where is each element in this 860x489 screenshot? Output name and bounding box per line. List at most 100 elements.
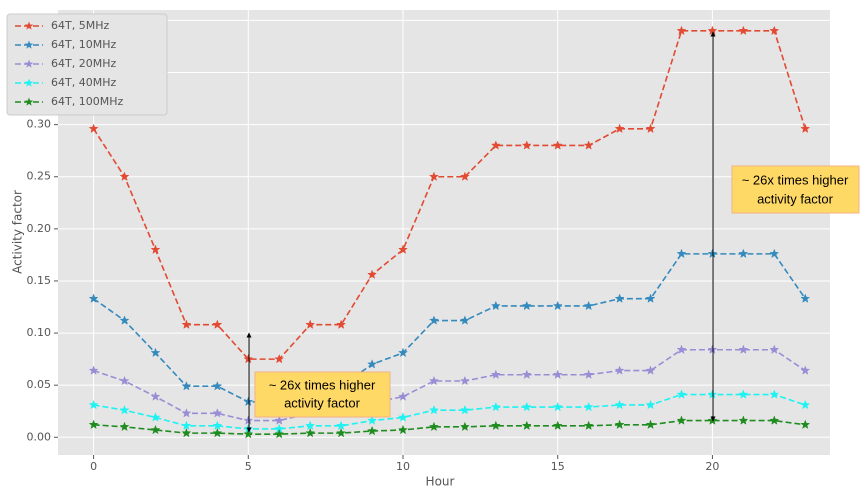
data-point	[367, 425, 378, 436]
legend-label: 64T, 40MHz	[51, 76, 116, 89]
data-point	[769, 248, 780, 259]
data-point	[800, 293, 811, 303]
data-point	[521, 300, 532, 311]
data-point	[274, 415, 285, 425]
data-point	[398, 244, 408, 254]
data-point	[583, 401, 594, 412]
y-tick-label: 0.10	[27, 326, 52, 339]
data-point	[212, 319, 223, 329]
data-point	[521, 420, 532, 431]
data-point	[769, 389, 780, 399]
data-point	[181, 319, 192, 329]
x-tick-label: 20	[705, 460, 719, 473]
data-point	[552, 401, 563, 412]
data-point	[119, 421, 130, 432]
data-point	[243, 428, 254, 439]
data-point	[88, 123, 99, 134]
data-point	[398, 424, 408, 435]
data-point	[614, 399, 625, 410]
data-point	[459, 421, 470, 432]
data-point	[490, 300, 501, 311]
legend-box	[6, 13, 168, 116]
data-point	[676, 248, 687, 259]
plot-area	[58, 10, 830, 455]
data-point	[181, 420, 192, 431]
data-point	[150, 244, 161, 254]
data-point	[800, 399, 811, 410]
series-line	[92, 30, 807, 360]
data-point	[336, 319, 347, 329]
series-line	[93, 419, 806, 435]
data-point	[521, 369, 532, 379]
data-point	[645, 419, 656, 429]
data-point	[552, 300, 563, 311]
data-point	[305, 427, 316, 438]
data-point	[583, 140, 594, 150]
data-point	[305, 420, 316, 431]
data-point	[150, 391, 161, 401]
annotation-box	[254, 371, 391, 418]
data-point	[88, 419, 99, 429]
data-point	[367, 415, 378, 425]
data-point	[676, 344, 687, 354]
data-point	[119, 375, 130, 386]
data-point	[738, 415, 749, 425]
data-point	[336, 427, 347, 438]
data-point	[428, 171, 439, 181]
legend-marker	[24, 59, 34, 68]
data-point	[274, 428, 285, 439]
data-point	[181, 381, 192, 391]
legend-marker	[24, 21, 34, 30]
data-point	[552, 140, 563, 150]
data-point	[150, 424, 161, 435]
data-point	[490, 420, 501, 431]
legend-marker	[24, 40, 34, 49]
data-point	[459, 315, 470, 325]
y-tick-label: 0.00	[27, 430, 52, 443]
data-point	[367, 359, 378, 369]
data-point	[398, 391, 408, 401]
y-tick-label: 0.05	[27, 378, 52, 391]
data-point	[552, 420, 563, 431]
data-point	[583, 420, 594, 431]
data-point	[336, 420, 347, 431]
data-point	[88, 365, 99, 375]
data-point	[212, 408, 223, 418]
data-point	[119, 171, 130, 181]
data-point	[738, 248, 749, 259]
data-point	[119, 404, 130, 415]
data-point	[88, 293, 99, 303]
data-point	[181, 427, 192, 438]
data-point	[614, 123, 625, 134]
data-point	[398, 347, 408, 358]
data-point	[459, 375, 470, 386]
data-point	[150, 412, 161, 422]
annotation: activity factor	[757, 191, 834, 206]
data-point	[150, 347, 161, 358]
data-point	[800, 419, 811, 429]
data-point	[614, 419, 625, 429]
data-point	[521, 401, 532, 412]
y-tick-label: 0.15	[27, 274, 52, 287]
data-point	[305, 319, 316, 329]
data-point	[738, 25, 749, 36]
legend-label: 64T, 10MHz	[51, 38, 116, 51]
data-point	[738, 344, 749, 354]
data-point	[676, 25, 687, 36]
data-point	[119, 315, 130, 325]
data-point	[88, 399, 99, 410]
annotation-box	[731, 165, 860, 214]
data-point	[614, 365, 625, 375]
data-point	[212, 420, 223, 431]
legend-marker	[24, 97, 34, 106]
data-point	[490, 401, 501, 412]
series-line	[93, 393, 806, 430]
data-point	[645, 365, 656, 375]
data-point	[212, 427, 223, 438]
data-point	[212, 381, 223, 391]
data-point	[645, 123, 656, 134]
data-point	[645, 399, 656, 410]
x-tick-label: 15	[551, 460, 565, 473]
data-point	[490, 140, 501, 150]
